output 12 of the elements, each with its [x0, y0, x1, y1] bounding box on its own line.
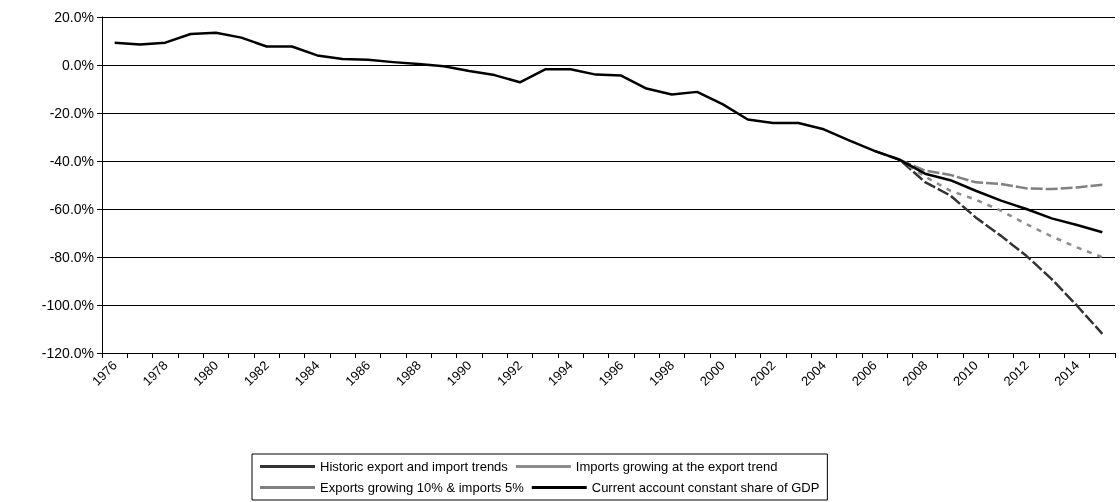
legend-label: Current account constant share of GDP	[591, 480, 820, 495]
legend-label: Historic export and import trends	[320, 459, 509, 474]
legend-label: Exports growing 10% & imports 5%	[320, 480, 525, 495]
y-tick-label: -40.0%	[49, 153, 94, 169]
y-tick-label: -20.0%	[49, 105, 94, 121]
y-tick-label: 20.0%	[54, 9, 94, 25]
y-tick-label: -80.0%	[49, 249, 94, 265]
y-tick-label: -100.0%	[41, 297, 94, 313]
legend-label: Imports growing at the export trend	[575, 459, 778, 474]
y-tick-label: 0.0%	[62, 57, 94, 73]
y-tick-label: -120.0%	[41, 345, 94, 361]
y-tick-label: -60.0%	[49, 201, 94, 217]
